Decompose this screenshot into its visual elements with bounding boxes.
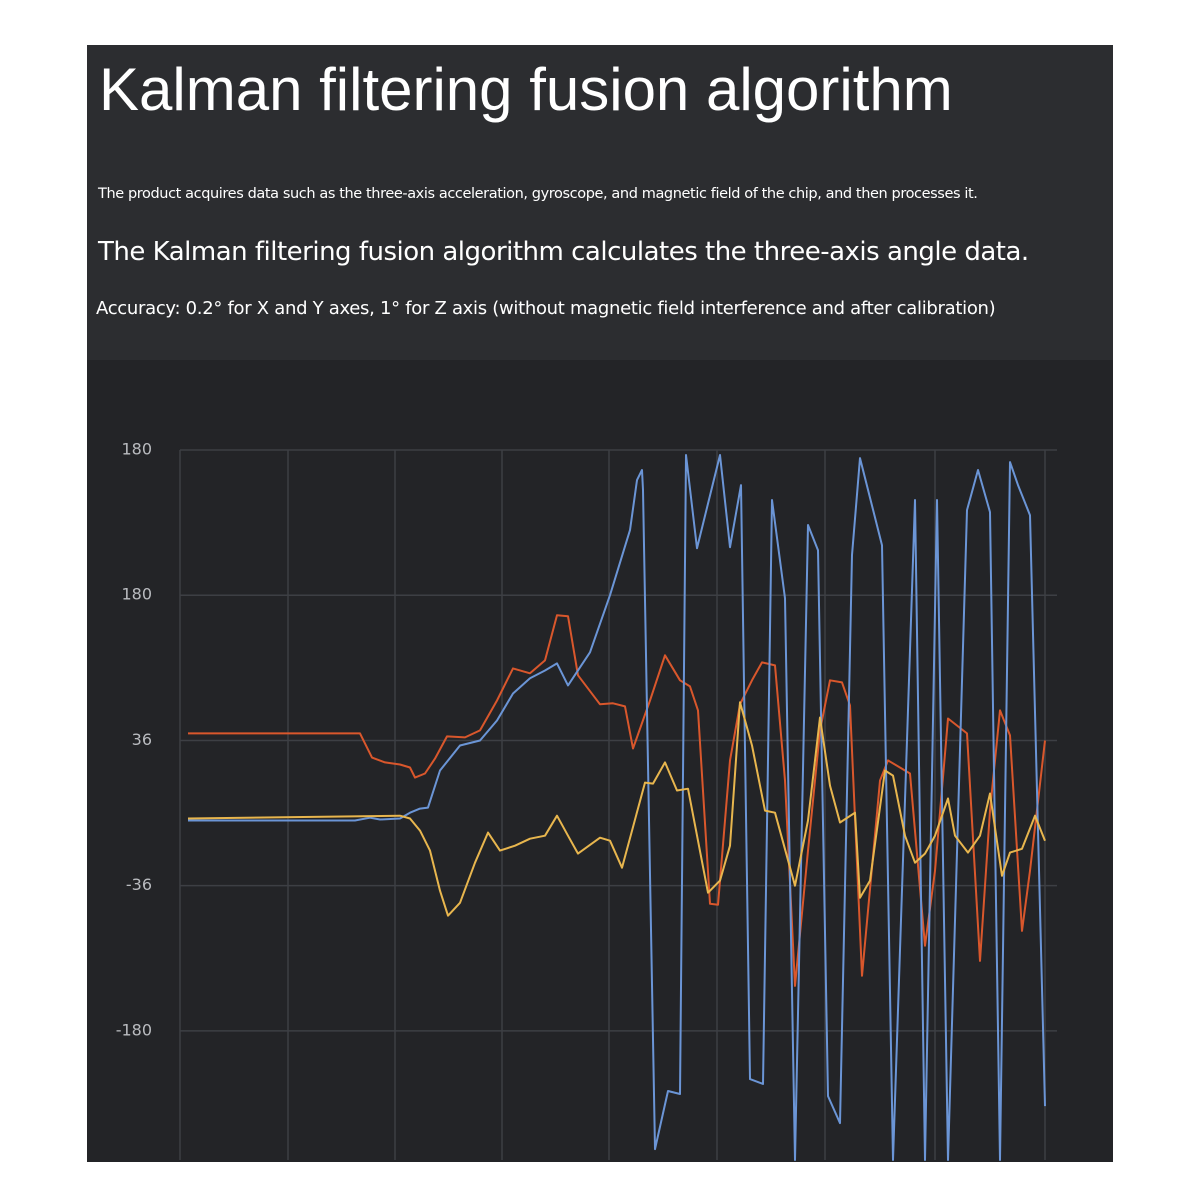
plot <box>187 454 1046 1161</box>
data-line <box>188 614 1046 987</box>
panel: Kalman filtering fusion algorithm The pr… <box>87 45 1113 1162</box>
description: The product acquires data such as the th… <box>98 186 978 202</box>
y-tick-label: 36 <box>132 730 152 749</box>
data-line <box>187 701 1046 917</box>
description: Accuracy: 0.2° for X and Y axes, 1° for … <box>96 298 996 319</box>
description: The Kalman filtering fusion algorithm ca… <box>98 237 1029 267</box>
data-line <box>188 454 1046 1161</box>
y-tick-label: 180 <box>121 585 152 604</box>
y-tick-label: -180 <box>116 1020 152 1039</box>
y-tick-label: -36 <box>126 875 152 894</box>
y-tick-label: 180 <box>121 440 152 459</box>
header: Kalman filtering fusion algorithm The pr… <box>87 45 1113 360</box>
title: Kalman filtering fusion algorithm <box>99 56 953 123</box>
